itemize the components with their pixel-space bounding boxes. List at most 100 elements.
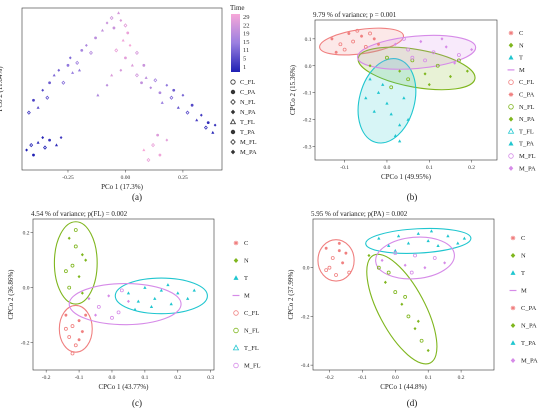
data-point-C xyxy=(344,251,348,255)
data-point-a xyxy=(48,81,51,85)
x-tick-label-a: 0.25 xyxy=(178,175,188,181)
confidence-ellipse-C xyxy=(317,239,355,282)
data-point-T xyxy=(398,139,402,143)
data-point-C xyxy=(372,37,376,41)
legend-label-c: T xyxy=(244,275,248,282)
data-point-a xyxy=(114,48,119,53)
panel-label-b: (b) xyxy=(407,192,418,202)
legend-symbol-b xyxy=(508,54,514,60)
panel-a: -0.25 0.00 0.25 PCo 1 (17.3%) PCo 2 (11.84%)… xyxy=(0,0,275,205)
x-axis-label-a: PCo 1 (17.3%) xyxy=(101,183,143,191)
colorbar-label: 5 xyxy=(243,56,246,63)
legend-symbol-d xyxy=(510,305,516,311)
legend-symbol-b xyxy=(508,30,514,36)
confidence-ellipse-N xyxy=(366,253,438,365)
legend-symbol-d xyxy=(510,322,516,329)
data-point-a xyxy=(25,148,28,152)
data-point-T xyxy=(153,296,157,300)
data-point-C xyxy=(360,34,364,38)
legend-label-d: C_PA xyxy=(521,305,537,312)
data-point-a xyxy=(94,36,97,40)
data-point-a xyxy=(135,50,139,55)
data-point-a xyxy=(32,153,35,157)
data-point-N xyxy=(416,319,420,323)
x-tick-label-b: 0.0 xyxy=(384,165,391,171)
data-point-C xyxy=(327,265,332,270)
y-tick-label-b: -0.2 xyxy=(303,118,312,124)
data-point-N xyxy=(80,291,84,295)
data-point-a xyxy=(110,73,114,77)
data-point-a xyxy=(160,101,164,104)
data-point-a xyxy=(165,138,169,142)
data-point-N xyxy=(64,269,68,274)
data-point-C xyxy=(70,324,75,328)
data-point-a xyxy=(32,98,35,102)
legend-label-a: N_PA xyxy=(240,109,256,116)
x-tick-label-b: -0.1 xyxy=(340,165,349,171)
data-point-a xyxy=(140,81,143,85)
data-point-N xyxy=(73,228,78,232)
data-point-C xyxy=(363,45,368,49)
data-point-C xyxy=(334,50,338,54)
x-tick-label-a: -0.25 xyxy=(62,175,74,181)
data-point-a xyxy=(211,130,215,134)
legend-symbol-a xyxy=(230,89,236,95)
data-point-a xyxy=(185,110,190,115)
data-point-N xyxy=(413,326,417,331)
data-point-T xyxy=(389,112,393,116)
legend-label-d: C xyxy=(521,235,525,242)
legend-label-b: N xyxy=(519,42,524,49)
data-point-M xyxy=(432,256,437,260)
data-point-T xyxy=(136,299,140,303)
data-point-a xyxy=(43,145,47,150)
data-point-N xyxy=(386,270,391,275)
legend-symbol-c xyxy=(233,362,239,369)
data-point-M xyxy=(393,42,397,46)
data-point-a xyxy=(109,15,114,21)
data-point-M xyxy=(393,251,398,255)
data-point-T xyxy=(387,243,391,247)
legend-symbol-c xyxy=(233,310,239,316)
data-point-a xyxy=(213,123,217,127)
legend-label-d: T_PA xyxy=(521,340,536,347)
y-tick-label-b: 0.0 xyxy=(305,64,312,70)
data-point-a xyxy=(36,140,40,144)
legend-symbol-b xyxy=(508,140,514,146)
x-axis-label-c: CPCo 1 (43.77%) xyxy=(99,383,150,391)
data-point-a xyxy=(165,83,169,87)
data-point-T xyxy=(406,117,410,121)
data-point-C xyxy=(64,313,68,317)
data-point-C xyxy=(324,268,329,273)
y-tick-label-b: 0.1 xyxy=(305,37,312,43)
legend-label-c: N xyxy=(244,258,249,265)
colorbar-label: 11 xyxy=(243,47,249,54)
y-tick-label-d: -0.4 xyxy=(301,363,310,369)
data-point-T xyxy=(462,236,467,240)
confidence-ellipse-C xyxy=(319,27,405,56)
y-tick-label-d: 0.0 xyxy=(303,266,310,272)
data-point-M xyxy=(126,299,130,304)
plot-frame-c xyxy=(32,218,215,371)
data-point-C xyxy=(355,28,360,33)
chart-d: 5.95 % of variance; p(PA) = 0.002 -0.2 -0.… xyxy=(287,210,538,408)
data-point-a xyxy=(89,50,93,55)
confidence-ellipse-M xyxy=(356,34,477,70)
confidence-ellipse-T xyxy=(357,58,417,144)
data-point-M xyxy=(457,53,461,57)
x-tick-label-c: 0.2 xyxy=(174,375,181,381)
data-point-T xyxy=(186,296,190,300)
data-point-T xyxy=(426,239,430,243)
data-point-N xyxy=(400,302,404,306)
legend-symbol-a xyxy=(230,98,236,106)
data-point-M xyxy=(413,253,417,258)
legend-label-d: N_PA xyxy=(521,323,537,330)
plot-frame-b xyxy=(314,19,498,161)
data-point-M xyxy=(423,58,427,63)
data-point-M xyxy=(110,315,114,320)
legend-label-c: N_FL xyxy=(244,328,260,335)
data-point-a xyxy=(135,73,139,78)
legend-symbol-b xyxy=(508,116,514,122)
data-point-C xyxy=(351,39,355,44)
x-tick-label-c: -0.1 xyxy=(75,375,84,381)
x-tick-label-c: 0.0 xyxy=(109,375,116,381)
